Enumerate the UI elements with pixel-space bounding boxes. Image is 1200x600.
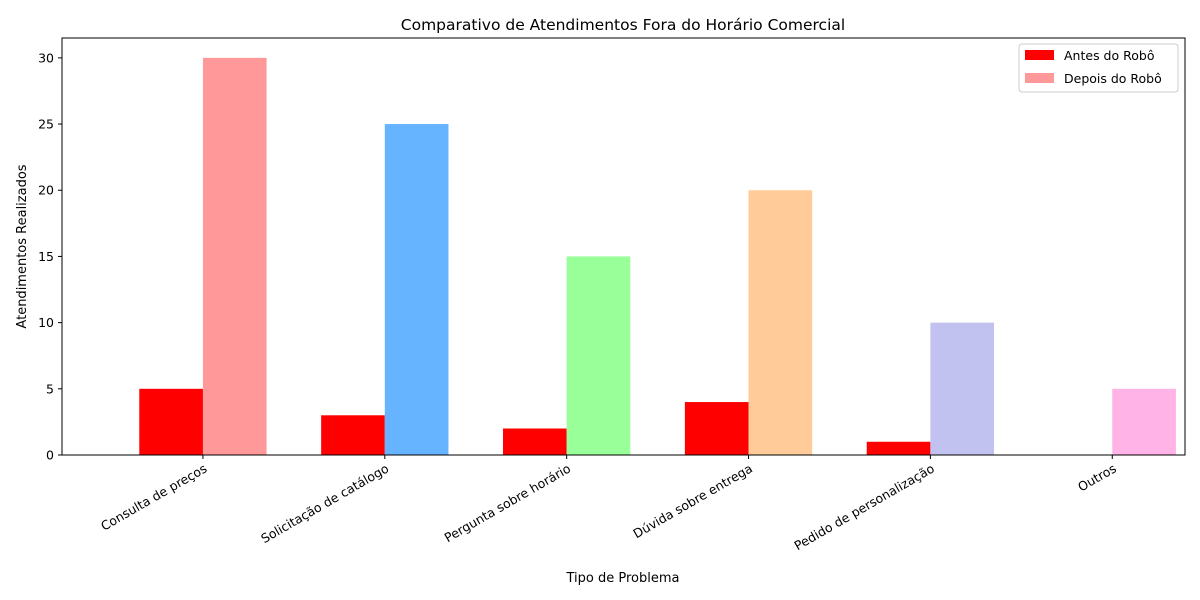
y-tick-label: 0 xyxy=(46,448,54,463)
bar-antes-0 xyxy=(139,388,203,455)
x-tick-label: Pedido de personalização xyxy=(792,461,937,554)
bar-depois-3 xyxy=(748,190,813,455)
legend-label-depois: Depois do Robô xyxy=(1064,71,1162,86)
bar-depois-4 xyxy=(930,322,995,455)
plot-frame xyxy=(61,37,1186,456)
x-tick-label: Solicitação de catálogo xyxy=(258,461,391,546)
bar-depois-2 xyxy=(566,256,631,455)
x-tick-label: Pergunta sobre horário xyxy=(442,461,574,546)
y-tick-label: 30 xyxy=(38,50,54,65)
y-tick-label: 5 xyxy=(46,381,54,396)
x-axis: Consulta de preços Solicitação de catálog… xyxy=(98,455,1119,553)
legend-frame xyxy=(1018,43,1179,93)
bar-depois-1 xyxy=(384,124,449,456)
x-tick-label: Consulta de preços xyxy=(98,461,209,534)
y-tick-label: 25 xyxy=(38,117,54,132)
bar-antes-1 xyxy=(321,415,385,455)
x-tick-label: Dúvida sobre entrega xyxy=(630,461,755,542)
chart-title: Comparativo de Atendimentos Fora do Horá… xyxy=(401,16,845,34)
bar-antes-2 xyxy=(503,428,567,455)
bar-depois-5 xyxy=(1112,388,1176,455)
bar-antes-4 xyxy=(866,441,931,455)
legend-label-antes: Antes do Robô xyxy=(1064,48,1154,63)
legend-swatch-depois xyxy=(1025,73,1054,83)
y-tick-label: 10 xyxy=(38,315,54,330)
y-tick-label: 20 xyxy=(38,183,54,198)
y-axis: 0 5 10 15 20 25 30 xyxy=(38,50,62,463)
bar-depois-0 xyxy=(202,57,267,455)
bars-group xyxy=(139,57,1176,456)
legend: Antes do Robô Depois do Robô xyxy=(1018,43,1179,93)
x-axis-label: Tipo de Problema xyxy=(566,571,680,586)
bar-antes-3 xyxy=(684,402,749,455)
y-tick-label: 15 xyxy=(38,249,54,264)
y-axis-label: Atendimentos Realizados xyxy=(15,164,30,328)
x-tick-label: Outros xyxy=(1075,461,1119,495)
legend-swatch-antes xyxy=(1025,50,1054,60)
